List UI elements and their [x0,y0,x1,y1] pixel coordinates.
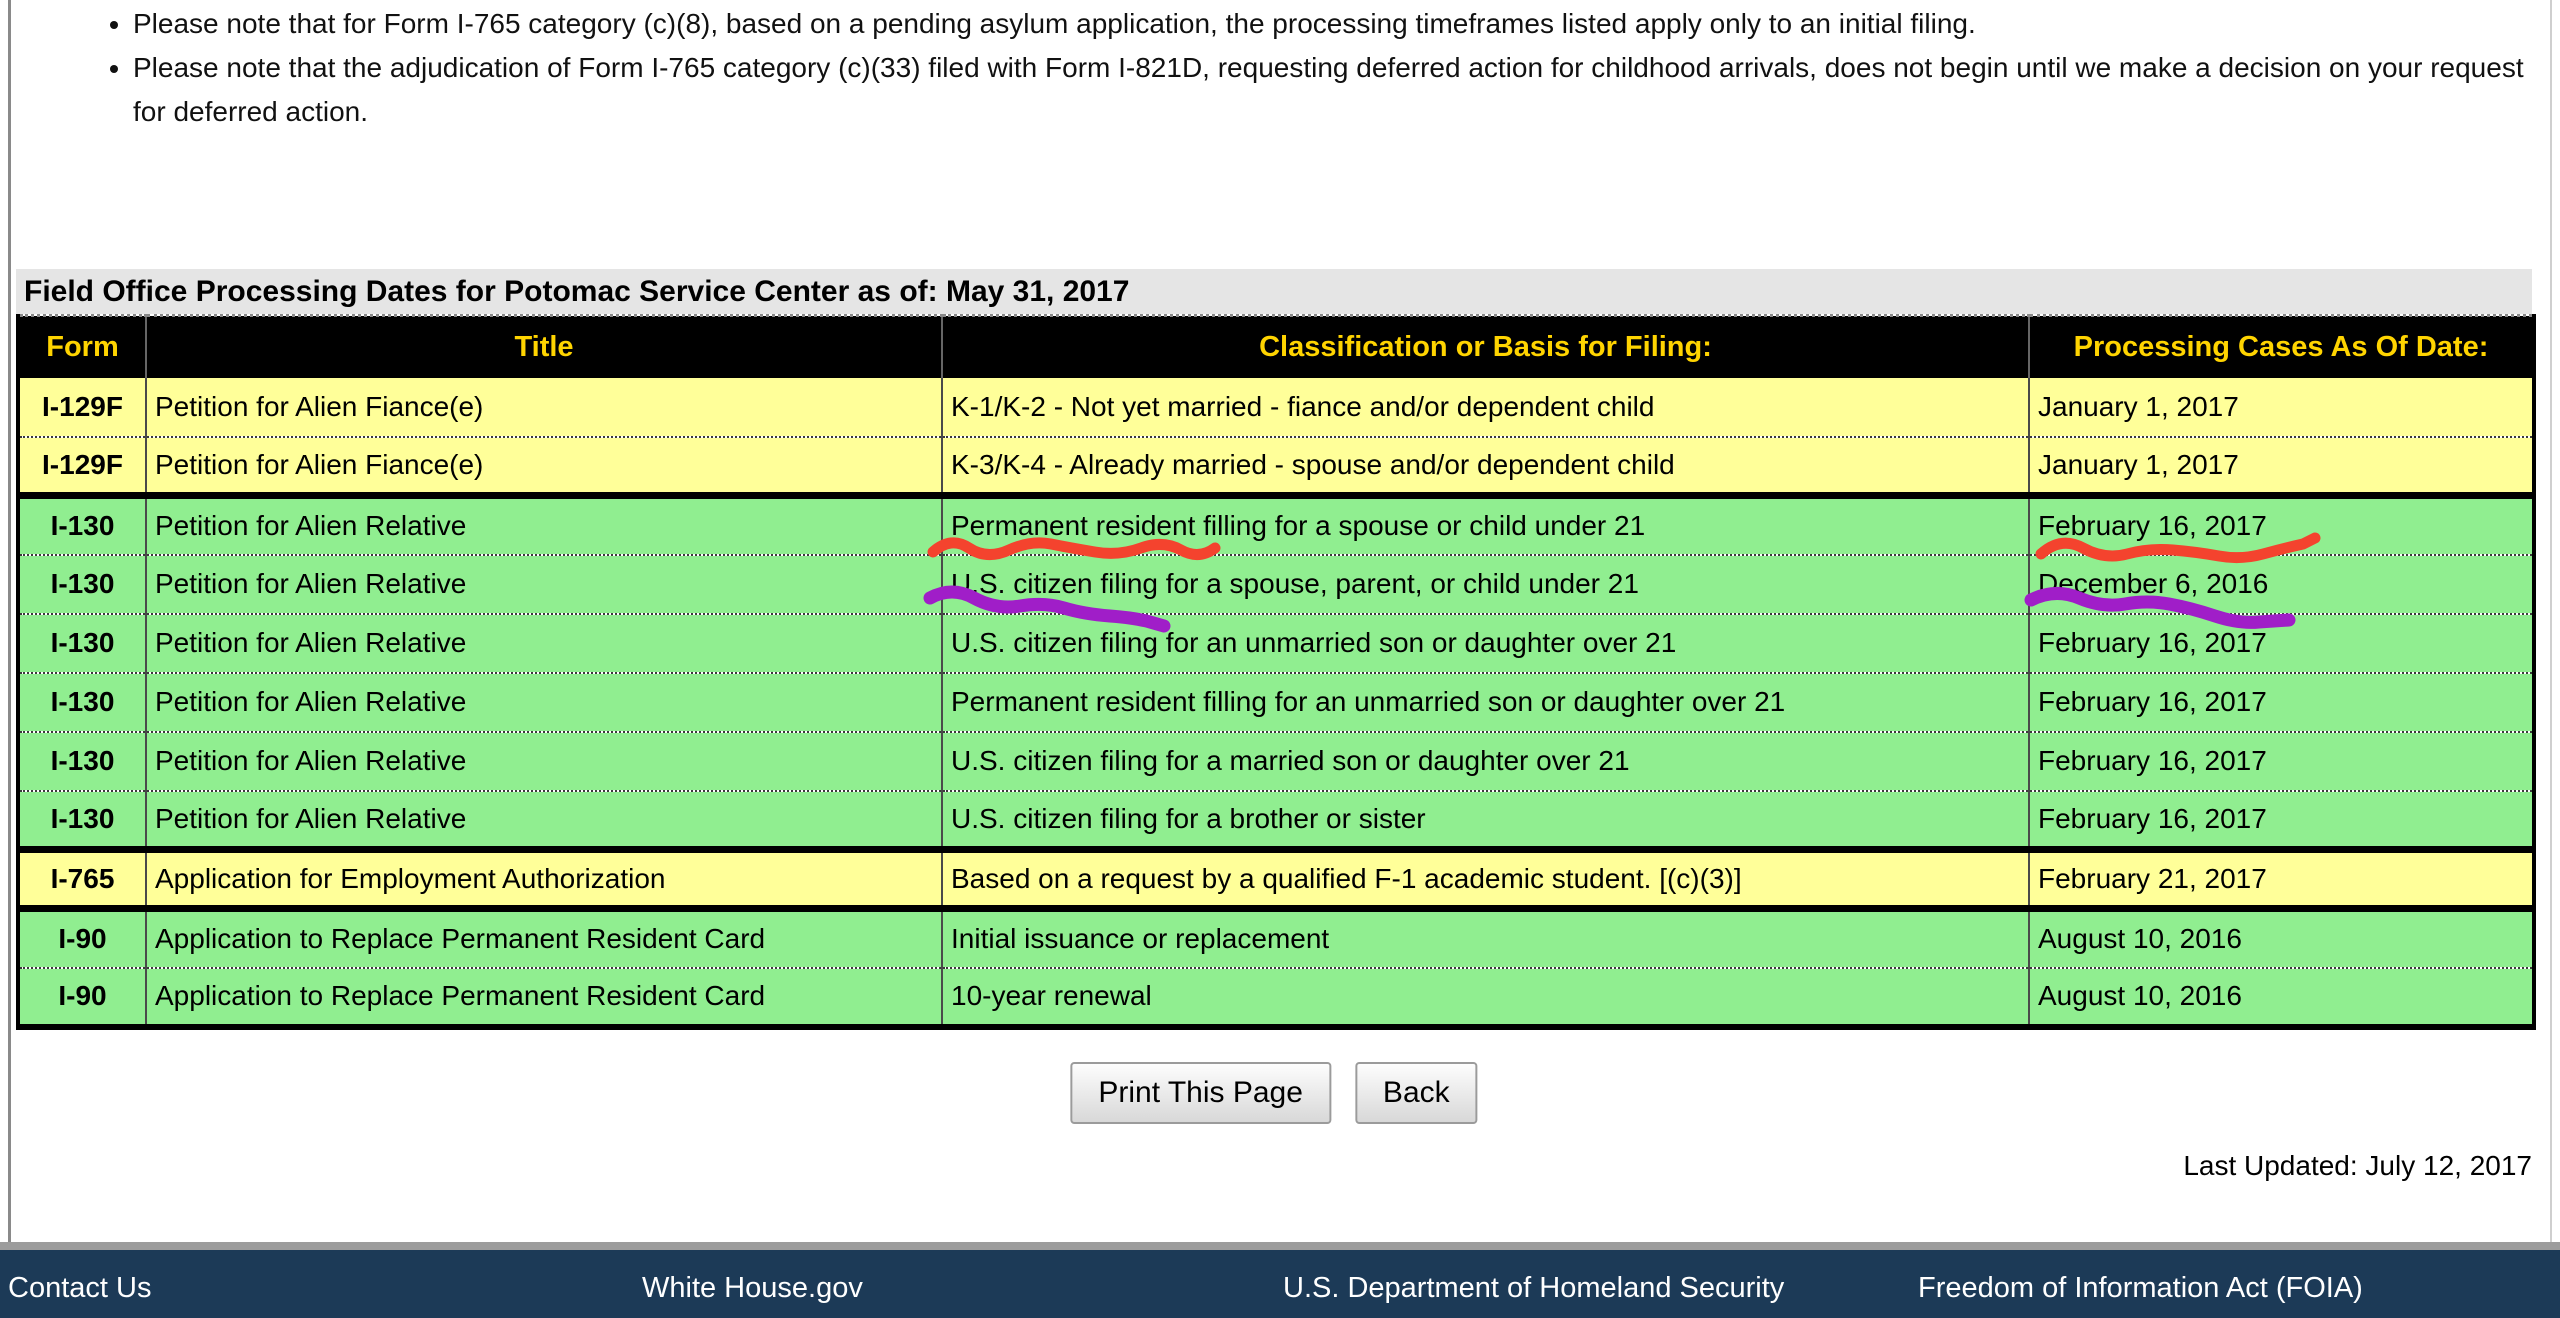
frame-bottom-border [0,1242,2560,1250]
footer-link-white-house[interactable]: White House.gov [642,1272,863,1304]
title-cell: Petition for Alien Relative [145,789,942,850]
form-cell: I-90 [18,966,146,1027]
last-updated-text: Last Updated: July 12, 2017 [2183,1150,2532,1181]
title-cell: Petition for Alien Relative [145,671,942,732]
table-row: I-129F Petition for Alien Fiance(e) K-1/… [18,377,2534,437]
column-header-date: Processing Cases As Of Date: [2028,314,2534,378]
title-cell: Petition for Alien Fiance(e) [145,377,942,437]
date-cell: February 16, 2017 [2028,671,2534,732]
form-cell: I-90 [18,905,146,968]
footer-link-contact-us[interactable]: Contact Us [8,1272,152,1304]
classification-cell: Initial issuance or replacement [941,905,2029,968]
classification-cell: Permanent resident filling for a spouse … [941,492,2029,555]
classification-cell: K-3/K-4 - Already married - spouse and/o… [941,435,2029,496]
frame-right-border [2550,0,2552,1242]
title-cell: Application to Replace Permanent Residen… [145,966,942,1027]
table-row: I-130 Petition for Alien Relative U.S. c… [18,553,2534,614]
table-row: I-765 Application for Employment Authori… [18,846,2534,909]
back-button[interactable]: Back [1354,1062,1478,1124]
column-header-form: Form [18,314,146,378]
table-row: I-90 Application to Replace Permanent Re… [18,905,2534,968]
notes-list: Please note that for Form I-765 category… [0,2,2533,134]
form-cell: I-765 [18,846,146,909]
table-row: I-130 Petition for Alien Relative U.S. c… [18,789,2534,850]
footer-bar: Contact Us White House.gov U.S. Departme… [0,1250,2560,1318]
date-cell: August 10, 2016 [2028,966,2534,1027]
title-cell: Petition for Alien Relative [145,492,942,555]
classification-cell: U.S. citizen filing for a brother or sis… [941,789,2029,850]
classification-cell: K-1/K-2 - Not yet married - fiance and/o… [941,377,2029,437]
date-cell: January 1, 2017 [2028,435,2534,496]
form-cell: I-130 [18,789,146,850]
date-cell: February 16, 2017 [2028,492,2534,555]
title-cell: Application to Replace Permanent Residen… [145,905,942,968]
note-item: Please note that for Form I-765 category… [133,2,2533,46]
title-cell: Petition for Alien Fiance(e) [145,435,942,496]
classification-cell: Based on a request by a qualified F-1 ac… [941,846,2029,909]
frame-left-border [8,0,11,1242]
button-row: Print This Page Back [1070,1062,1478,1124]
date-cell: August 10, 2016 [2028,905,2534,968]
print-this-page-button[interactable]: Print This Page [1070,1062,1331,1124]
classification-cell: 10-year renewal [941,966,2029,1027]
footer-link-foia[interactable]: Freedom of Information Act (FOIA) [1918,1272,2363,1304]
table-row: I-130 Petition for Alien Relative U.S. c… [18,612,2534,673]
date-cell: January 1, 2017 [2028,377,2534,437]
form-cell: I-130 [18,492,146,555]
form-cell: I-130 [18,553,146,614]
classification-cell: Permanent resident filling for an unmarr… [941,671,2029,732]
table-row: I-129F Petition for Alien Fiance(e) K-3/… [18,435,2534,496]
form-cell: I-129F [18,435,146,496]
table-row: I-130 Petition for Alien Relative Perman… [18,492,2534,555]
title-cell: Petition for Alien Relative [145,553,942,614]
title-cell: Petition for Alien Relative [145,612,942,673]
table-row: I-130 Petition for Alien Relative Perman… [18,671,2534,732]
classification-cell: U.S. citizen filing for a spouse, parent… [941,553,2029,614]
form-cell: I-130 [18,671,146,732]
footer-link-dhs[interactable]: U.S. Department of Homeland Security [1283,1272,1785,1304]
date-cell: February 21, 2017 [2028,846,2534,909]
table-row: I-130 Petition for Alien Relative U.S. c… [18,730,2534,791]
title-cell: Application for Employment Authorization [145,846,942,909]
date-cell: February 16, 2017 [2028,730,2534,791]
column-header-title: Title [145,314,942,378]
table-header-row: Form Title Classification or Basis for F… [18,314,2534,378]
note-item: Please note that the adjudication of For… [133,46,2533,134]
table-caption: Field Office Processing Dates for Potoma… [16,269,2532,314]
date-cell: February 16, 2017 [2028,612,2534,673]
classification-cell: U.S. citizen filing for an unmarried son… [941,612,2029,673]
table-row: I-90 Application to Replace Permanent Re… [18,966,2534,1027]
date-cell: December 6, 2016 [2028,553,2534,614]
column-header-classification: Classification or Basis for Filing: [941,314,2029,378]
title-cell: Petition for Alien Relative [145,730,942,791]
form-cell: I-130 [18,612,146,673]
classification-cell: U.S. citizen filing for a married son or… [941,730,2029,791]
form-cell: I-130 [18,730,146,791]
date-cell: February 16, 2017 [2028,789,2534,850]
processing-dates-table: Form Title Classification or Basis for F… [16,314,2536,1030]
form-cell: I-129F [18,377,146,437]
